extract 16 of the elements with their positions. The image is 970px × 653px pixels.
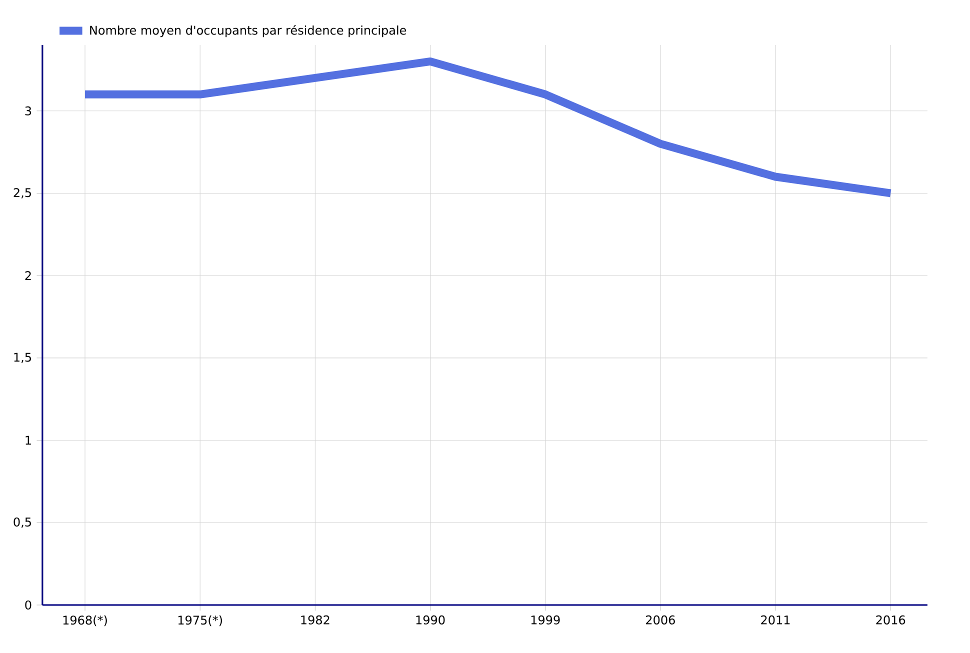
y-tick-label: 2,5: [14, 188, 31, 198]
x-tick-label: 1990: [416, 615, 445, 624]
x-tick-label: 2011: [761, 615, 790, 624]
x-tick-label: 1999: [531, 615, 560, 624]
y-tick-label: 2: [25, 271, 31, 280]
x-tick-label: 1975(*): [178, 615, 222, 626]
x-tick-label: 1982: [301, 615, 330, 624]
x-tick-label: 1968(*): [63, 615, 107, 626]
y-tick-label: 0,5: [14, 517, 31, 528]
y-tick-label: 3: [25, 106, 32, 116]
y-tick-label: 1,5: [14, 352, 31, 364]
y-tick-label: 0: [25, 600, 32, 610]
y-tick-label: 1: [26, 436, 31, 445]
legend-label: Nombre moyen d'occupants par résidence principale: [90, 24, 406, 38]
x-tick-label: 2006: [646, 615, 675, 624]
x-tick-label: 2016: [876, 615, 906, 624]
